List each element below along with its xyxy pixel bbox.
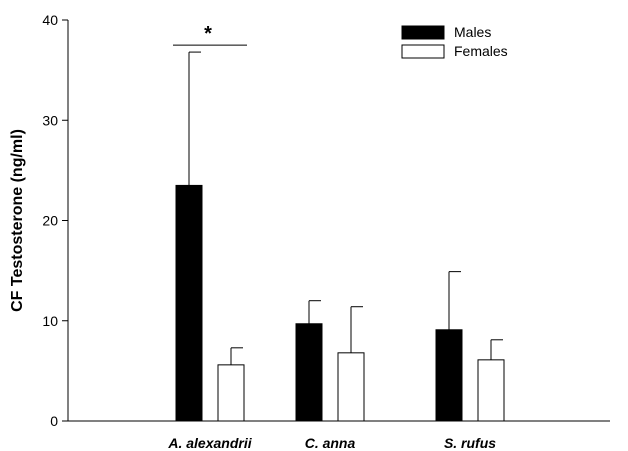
y-tick-label: 40 (42, 12, 58, 28)
legend-swatch-males (401, 25, 445, 40)
y-tick-label: 0 (50, 413, 58, 429)
chart-axes (62, 19, 610, 422)
legend-swatch-females (401, 44, 445, 59)
bar-males-2 (435, 329, 463, 422)
x-tick-label: S. rufus (444, 435, 496, 451)
bar-females-0 (217, 364, 245, 422)
x-tick-label: A. alexandrii (167, 435, 252, 451)
chart-bars (175, 51, 505, 422)
x-tick-label: C. anna (305, 435, 356, 451)
chart-labels: 0 10 20 30 40 CF Testosterone (ng/ml) A. alexa… (9, 12, 496, 451)
chart-legend: Males Females (401, 24, 508, 59)
y-tick-label: 10 (42, 313, 58, 329)
y-axis-title: CF Testosterone (ng/ml) (9, 129, 26, 312)
legend-label-males: Males (454, 24, 491, 40)
y-tick-label: 30 (42, 112, 58, 128)
legend-label-females: Females (454, 43, 508, 59)
bar-males-0 (175, 184, 203, 422)
bar-females-1 (337, 352, 365, 422)
bar-females-2 (477, 359, 505, 422)
significance-marker: * (204, 23, 212, 45)
y-tick-label: 20 (42, 213, 58, 229)
bar-males-1 (295, 323, 323, 422)
